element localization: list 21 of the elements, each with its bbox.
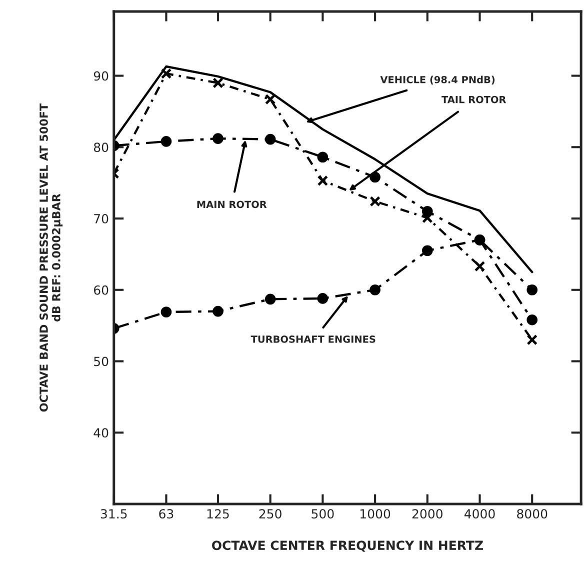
x-tick-label: 31.5 xyxy=(100,509,127,519)
annotation: VEHICLE (98.4 PNdB) xyxy=(380,76,495,84)
x-axis-title: OCTAVE CENTER FREQUENCY IN HERTZ xyxy=(212,540,483,552)
annotation: TURBOSHAFT ENGINES xyxy=(250,336,376,343)
y-tick-label: 40 xyxy=(94,428,108,438)
y-tick-label: 70 xyxy=(94,214,108,224)
y-tick-label: 90 xyxy=(94,71,108,81)
y-tick-label: 50 xyxy=(94,356,108,366)
y-tick-label: 60 xyxy=(94,285,108,295)
x-tick-label: 125 xyxy=(207,509,229,519)
x-tick-label: 4000 xyxy=(464,509,495,519)
x-tick-label: 500 xyxy=(312,509,334,519)
y-tick-label: 80 xyxy=(94,142,108,152)
annotation: MAIN ROTOR xyxy=(197,200,267,208)
x-tick-label: 63 xyxy=(159,509,174,519)
x-tick-label: 8000 xyxy=(517,509,548,519)
y-axis-title: OCTAVE BAND SOUND PRESSURE LEVEL AT 500FT dB REF: 0.0002μBAR xyxy=(40,103,63,412)
x-tick-label: 250 xyxy=(259,509,282,519)
annotation: TAIL ROTOR xyxy=(442,96,506,104)
x-tick-label: 2000 xyxy=(412,509,442,519)
x-tick-label: 1000 xyxy=(360,509,390,519)
